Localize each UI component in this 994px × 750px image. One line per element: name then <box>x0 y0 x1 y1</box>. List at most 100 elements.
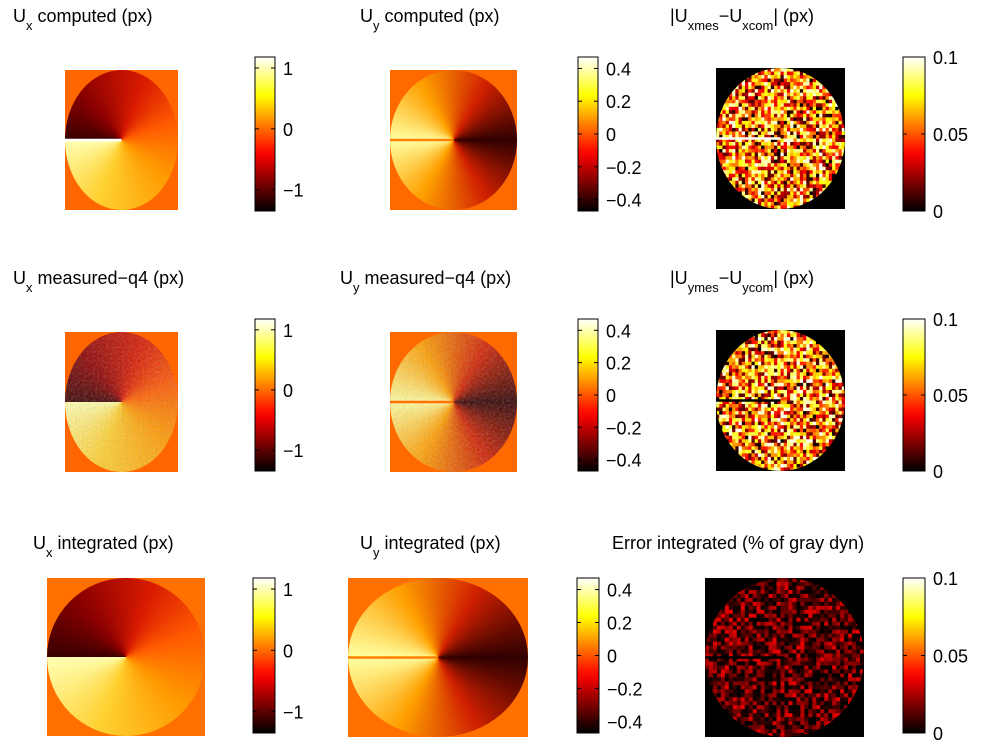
pixel <box>758 160 762 164</box>
pixel <box>777 729 781 733</box>
pixel <box>735 170 739 174</box>
pixel <box>788 606 792 610</box>
panel-title: Ux measured−q4 (px) <box>13 268 184 295</box>
pixel <box>806 174 810 178</box>
pixel <box>742 188 746 192</box>
pixel <box>800 89 804 93</box>
pixel <box>810 170 814 174</box>
pixel <box>741 626 745 630</box>
pixel <box>796 717 800 721</box>
pixel <box>735 110 739 114</box>
pixel <box>844 669 848 673</box>
pixel <box>742 386 746 390</box>
pixel <box>749 610 753 614</box>
pixel <box>829 114 833 118</box>
pixel <box>768 89 772 93</box>
pixel <box>812 673 816 677</box>
pixel <box>797 191 801 195</box>
pixel <box>816 610 820 614</box>
pixel <box>852 622 856 626</box>
pixel <box>722 146 726 150</box>
pixel <box>793 404 797 408</box>
pixel <box>803 337 807 341</box>
pixel <box>761 337 765 341</box>
pixel <box>761 79 765 83</box>
pixel <box>819 404 823 408</box>
pixel <box>761 422 765 426</box>
pixel <box>816 436 820 440</box>
pixel <box>739 121 743 125</box>
pixel <box>819 163 823 167</box>
pixel <box>808 630 812 634</box>
pixel <box>726 422 730 426</box>
pixel <box>761 110 765 114</box>
pixel <box>774 146 778 150</box>
pixel <box>777 369 781 373</box>
panel-title: Uy measured−q4 (px) <box>340 268 511 295</box>
pixel <box>729 358 733 362</box>
pixel <box>751 131 755 135</box>
pixel <box>820 638 824 642</box>
pixel <box>729 429 733 433</box>
pixel <box>785 709 789 713</box>
pixel <box>774 411 778 415</box>
pixel <box>742 174 746 178</box>
pixel <box>784 436 788 440</box>
pixel <box>739 393 743 397</box>
pixel <box>800 376 804 380</box>
pixel <box>771 383 775 387</box>
pixel <box>797 464 801 468</box>
pixel <box>819 355 823 359</box>
pixel <box>729 379 733 383</box>
pixel <box>777 669 781 673</box>
pixel <box>774 153 778 157</box>
pixel <box>781 618 785 622</box>
pixel <box>777 709 781 713</box>
pixel <box>753 725 757 729</box>
pixel <box>742 167 746 171</box>
pixel <box>819 107 823 111</box>
colorbar-tick-label: 0 <box>606 125 616 145</box>
pixel <box>784 334 788 338</box>
pixel <box>735 376 739 380</box>
pixel <box>768 114 772 118</box>
pixel <box>797 167 801 171</box>
pixel <box>829 100 833 104</box>
pixel <box>813 93 817 97</box>
pixel <box>709 673 713 677</box>
pixel <box>753 697 757 701</box>
pixel <box>806 131 810 135</box>
colorbar-tick-label: 0.05 <box>933 125 968 145</box>
pixel <box>812 602 816 606</box>
pixel <box>732 96 736 100</box>
pixel <box>800 117 804 121</box>
pixel <box>796 594 800 598</box>
pixel <box>774 79 778 83</box>
pixel <box>729 602 733 606</box>
pixel <box>726 393 730 397</box>
pixel <box>771 341 775 345</box>
pixel <box>769 606 773 610</box>
pixel <box>796 709 800 713</box>
pixel <box>816 634 820 638</box>
pixel <box>810 195 814 199</box>
pixel <box>765 697 769 701</box>
pixel <box>839 124 843 128</box>
pixel <box>793 188 797 192</box>
pixel <box>787 453 791 457</box>
pixel <box>822 446 826 450</box>
pixel <box>751 110 755 114</box>
pixel <box>745 415 749 419</box>
pixel <box>804 721 808 725</box>
pixel <box>781 606 785 610</box>
pixel <box>790 82 794 86</box>
pixel <box>803 107 807 111</box>
pixel <box>787 443 791 447</box>
pixel <box>741 610 745 614</box>
pixel <box>732 379 736 383</box>
pixel <box>813 149 817 153</box>
pixel <box>836 638 840 642</box>
pixel <box>721 701 725 705</box>
pixel <box>771 453 775 457</box>
pixel <box>852 677 856 681</box>
